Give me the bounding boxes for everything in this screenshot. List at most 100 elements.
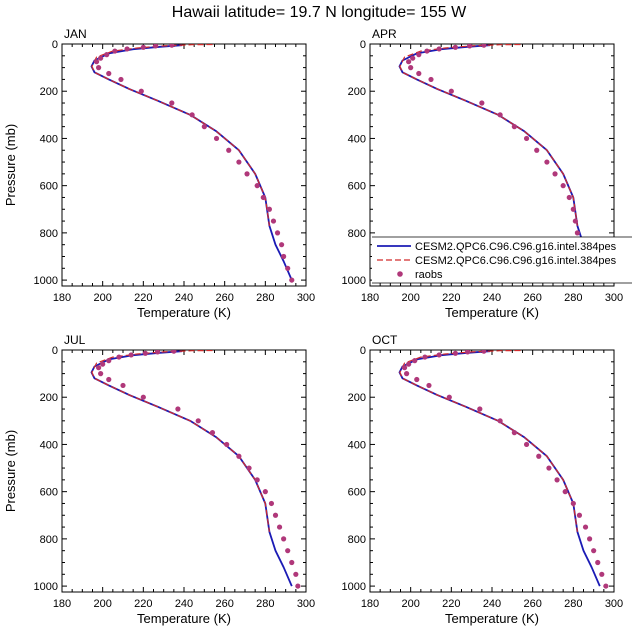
raobs-point xyxy=(213,135,220,142)
raobs-point xyxy=(124,46,130,52)
raobs-point xyxy=(96,365,102,371)
raobs-point xyxy=(412,358,418,364)
raobs-point xyxy=(138,88,144,94)
panel-label: JAN xyxy=(64,27,87,41)
legend-label: CESM2.QPC6.C96.C96.g16.intel.384pes xyxy=(415,241,617,253)
panel-label: OCT xyxy=(372,333,398,347)
raobs-point xyxy=(128,352,134,358)
legend-label: CESM2.QPC6.C96.C96.g16.intel.384pes xyxy=(415,255,617,267)
y-tick-label: 0 xyxy=(360,39,366,51)
y-tick-label: 0 xyxy=(52,39,58,51)
raobs-point xyxy=(566,194,572,201)
raobs-point xyxy=(587,536,593,542)
raobs-point xyxy=(260,194,266,201)
x-tick-label: 200 xyxy=(93,292,111,304)
x-tick-label: 240 xyxy=(483,598,501,610)
raobs-point xyxy=(276,524,283,530)
y-tick-label: 1000 xyxy=(342,581,366,593)
raobs-point xyxy=(189,112,195,118)
raobs-point xyxy=(410,55,416,61)
raobs-point xyxy=(467,44,473,49)
raobs-point xyxy=(96,65,102,71)
x-tick-label: 220 xyxy=(442,292,460,304)
panels: 180 200 220 240 260 280 300 0 200 400 600 800 1000 JA… xyxy=(3,27,632,626)
raobs-point xyxy=(195,418,201,424)
raobs-point xyxy=(244,171,250,177)
y-tick-label: 800 xyxy=(348,228,366,240)
x-tick-label: 300 xyxy=(605,292,623,304)
raobs-point xyxy=(285,548,291,554)
panel-jan: 180 200 220 240 260 280 300 0 200 400 600 800 1000 JA… xyxy=(3,27,315,320)
raobs-point xyxy=(112,48,118,54)
raobs-point xyxy=(226,147,232,153)
x-tick-label: 200 xyxy=(401,598,419,610)
raobs-point xyxy=(201,124,207,130)
y-tick-label: 400 xyxy=(40,133,58,145)
raobs-point xyxy=(452,44,458,50)
raobs-point xyxy=(171,350,177,354)
raobs-point xyxy=(603,583,609,589)
raobs-point xyxy=(481,350,487,354)
raobs-point xyxy=(497,418,503,424)
raobs-point xyxy=(106,70,112,77)
raobs-point xyxy=(93,59,100,65)
panel-jul: 180 200 220 240 260 280 300 0 200 400 600 800 1000 JU… xyxy=(3,333,315,626)
raobs-point xyxy=(116,354,122,360)
raobs-point xyxy=(416,52,422,58)
y-tick-label: 200 xyxy=(348,86,366,98)
x-tick-label: 260 xyxy=(215,292,233,304)
x-axis-label: Temperature (K) xyxy=(445,611,539,626)
raobs-point xyxy=(236,159,242,165)
x-tick-label: 260 xyxy=(215,598,233,610)
raobs-point xyxy=(582,524,589,530)
raobs-point xyxy=(106,376,112,383)
x-tick-label: 220 xyxy=(442,598,460,610)
x-tick-label: 280 xyxy=(564,292,582,304)
raobs-point xyxy=(404,371,410,377)
y-tick-label: 0 xyxy=(52,345,58,357)
raobs-point xyxy=(599,571,605,577)
x-tick-label: 180 xyxy=(361,292,379,304)
raobs-point xyxy=(595,559,601,566)
figure-title: Hawaii latitude= 19.7 N longitude= 155 W xyxy=(172,4,467,21)
raobs-point xyxy=(544,159,550,165)
raobs-point xyxy=(274,230,281,236)
raobs-point xyxy=(254,477,260,483)
raobs-point xyxy=(106,358,112,364)
raobs-point xyxy=(281,536,287,542)
y-axis-label: Pressure (mb) xyxy=(3,124,18,206)
y-tick-label: 600 xyxy=(40,181,58,193)
raobs-point xyxy=(497,112,503,118)
panel-label: APR xyxy=(372,27,397,41)
raobs-point xyxy=(406,59,412,65)
raobs-point xyxy=(169,100,175,106)
x-tick-label: 220 xyxy=(134,598,152,610)
x-tick-label: 300 xyxy=(297,598,315,610)
raobs-point xyxy=(268,500,275,507)
raobs-point xyxy=(224,441,230,448)
raobs-point xyxy=(552,171,558,177)
y-tick-label: 400 xyxy=(40,439,58,451)
raobs-point xyxy=(98,55,104,61)
x-tick-label: 180 xyxy=(53,292,71,304)
raobs-point xyxy=(279,242,285,248)
raobs-point xyxy=(152,44,159,49)
x-tick-label: 300 xyxy=(605,598,623,610)
raobs-point xyxy=(246,465,252,471)
y-tick-label: 1000 xyxy=(34,581,58,593)
raobs-point xyxy=(289,277,295,283)
raobs-point xyxy=(523,135,530,142)
raobs-point xyxy=(104,52,110,58)
raobs-point xyxy=(236,453,242,459)
data-layer xyxy=(398,350,609,589)
raobs-point xyxy=(452,350,458,356)
raobs-point xyxy=(477,406,483,412)
y-tick-label: 200 xyxy=(40,392,58,404)
y-tick-label: 200 xyxy=(348,392,366,404)
raobs-point xyxy=(536,453,542,459)
legend: CESM2.QPC6.C96.C96.g16.intel.384pes CESM2… xyxy=(372,236,632,284)
x-tick-label: 260 xyxy=(523,598,541,610)
raobs-point xyxy=(479,100,485,106)
